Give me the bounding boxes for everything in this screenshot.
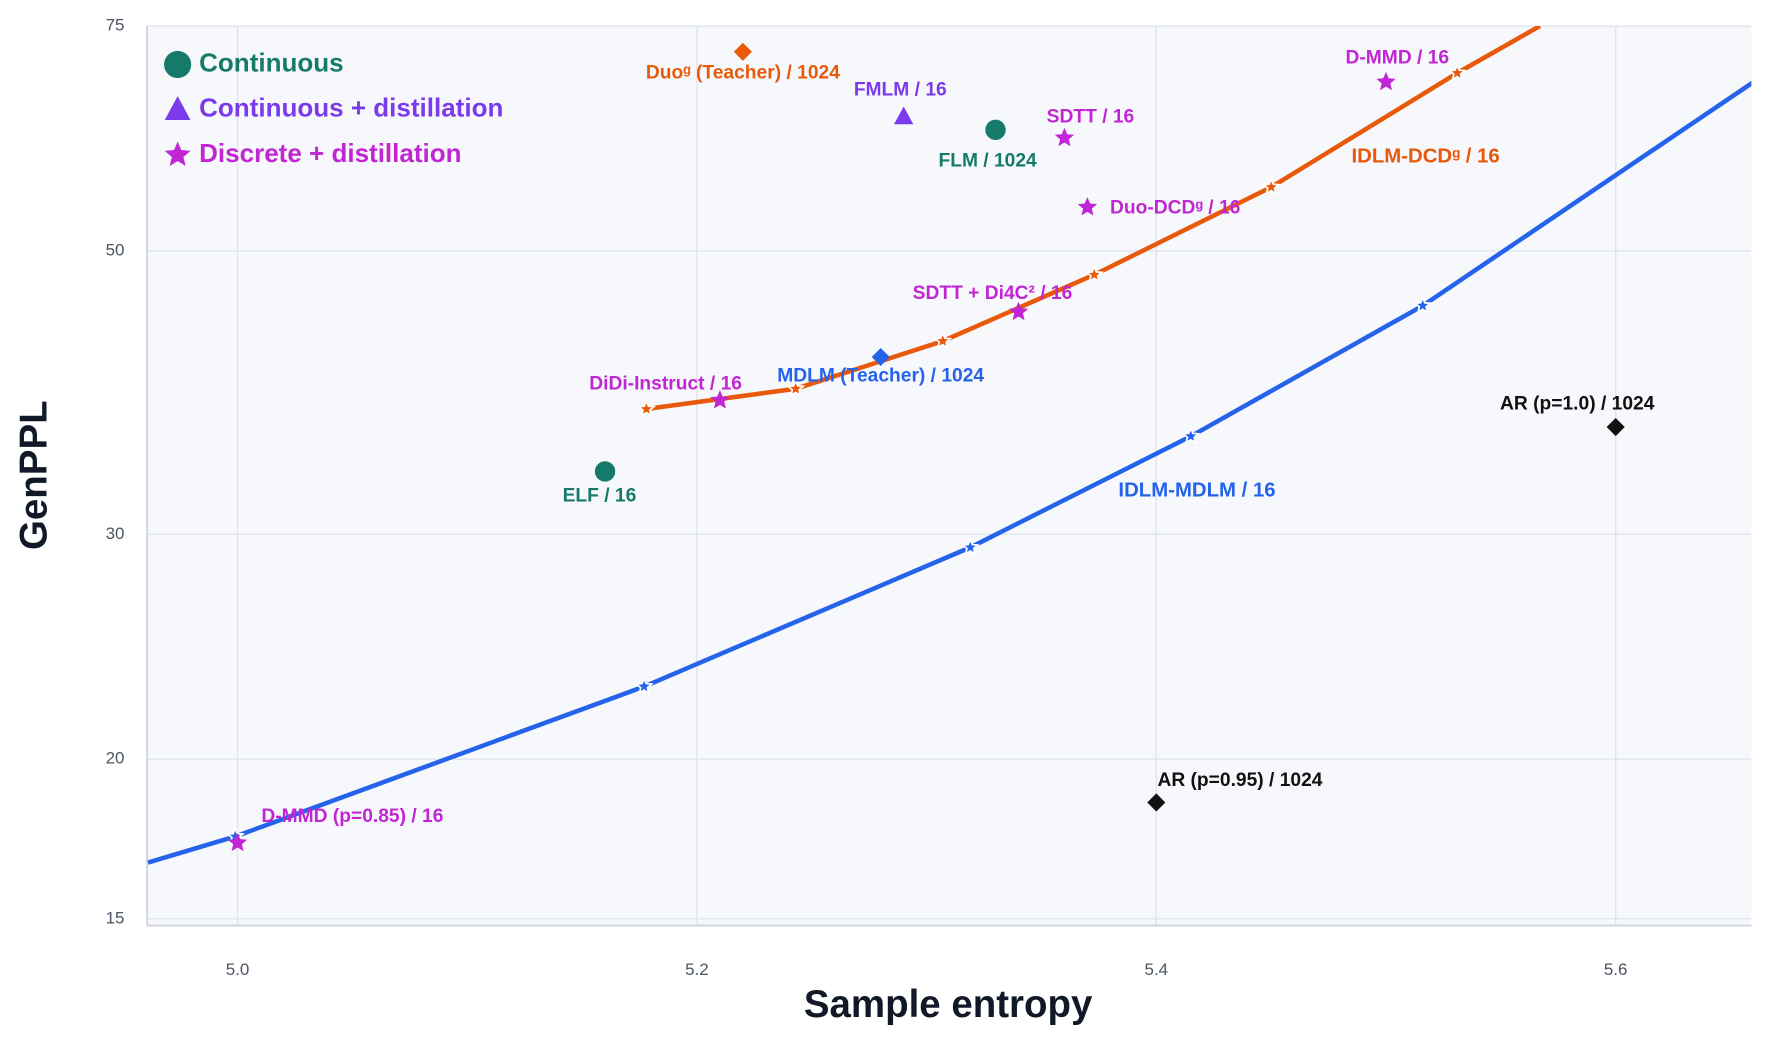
plot-area [147, 26, 1752, 926]
point [893, 106, 914, 125]
curve-marker [1447, 62, 1467, 82]
point-label: Duo-DCDᵍ / 16 [1110, 197, 1240, 218]
curve-marker [1181, 426, 1201, 445]
y-tick-label: 75 [106, 16, 125, 35]
curve-label: IDLM-MDLM / 16 [1118, 479, 1275, 501]
curve-marker [960, 537, 980, 556]
point [733, 42, 752, 61]
x-tick-label: 5.6 [1604, 960, 1628, 979]
y-tick-label: 15 [106, 908, 125, 927]
legend-label: Continuous [199, 47, 344, 77]
point [871, 347, 890, 367]
point-label: AR (p=1.0) / 1024 [1500, 393, 1655, 414]
y-tick-label: 30 [106, 524, 125, 543]
curve-marker [786, 378, 806, 397]
legend-marker [164, 141, 191, 166]
curve-marker [1084, 264, 1105, 283]
point [227, 832, 248, 852]
y-axis-title: GenPPL [12, 400, 55, 550]
point [594, 461, 616, 482]
point-label: Duoᵍ (Teacher) / 1024 [646, 62, 840, 83]
x-tick-label: 5.2 [685, 960, 709, 979]
point [1077, 197, 1098, 216]
point-label: DiDi-Instruct / 16 [589, 374, 742, 395]
curve-marker [933, 331, 953, 350]
curve-label: IDLM-DCDᵍ / 16 [1351, 146, 1499, 168]
point [1054, 127, 1075, 147]
point [1008, 301, 1029, 321]
curve-marker [636, 398, 657, 418]
x-axis-title: Sample entropy [804, 983, 1093, 1026]
point-label: AR (p=0.95) / 1024 [1157, 770, 1322, 791]
legend-marker [164, 50, 192, 79]
curve-marker [634, 676, 654, 695]
point [1376, 71, 1396, 91]
legend-marker [164, 96, 191, 120]
point [710, 390, 730, 409]
point-label: SDTT + Di4C² / 16 [913, 283, 1073, 304]
point-label: FLM / 1024 [938, 151, 1037, 172]
point-label: FMLM / 16 [854, 80, 947, 101]
point-label: MDLM (Teacher) / 1024 [777, 365, 984, 386]
curve-marker [1261, 177, 1281, 196]
point-label: D-MMD (p=0.85) / 16 [261, 806, 443, 827]
y-tick-label: 50 [106, 240, 125, 259]
curve-marker [1413, 295, 1433, 314]
point [1147, 793, 1166, 812]
x-tick-label: 5.4 [1145, 960, 1169, 979]
y-tick-label: 20 [106, 749, 125, 768]
point-label: ELF / 16 [563, 485, 637, 506]
point-label: D-MMD / 16 [1346, 47, 1450, 68]
x-tick-label: 5.0 [226, 960, 250, 979]
legend-label: Continuous + distillation [199, 93, 503, 123]
point [985, 119, 1006, 141]
point-label: SDTT / 16 [1047, 107, 1135, 128]
legend-label: Discrete + distillation [199, 138, 461, 168]
